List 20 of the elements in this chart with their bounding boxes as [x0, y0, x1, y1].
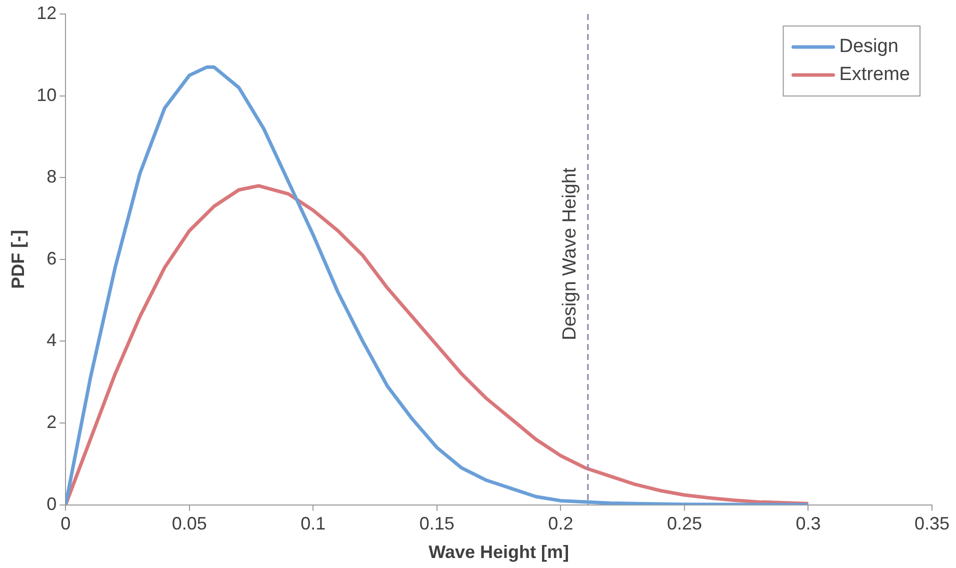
y-tick-label: 10: [36, 84, 57, 105]
y-tick-label: 0: [46, 494, 57, 514]
y-tick-label: 4: [46, 330, 57, 350]
y-tick-label: 12: [36, 2, 57, 23]
y-tick-label: 2: [46, 412, 57, 432]
y-axis-title: PDF [-]: [8, 230, 28, 289]
x-tick-label: 0.05: [172, 514, 207, 534]
ref-line-label: Design Wave Height: [560, 167, 581, 340]
x-tick-label: 0: [60, 514, 71, 534]
x-tick-label: 0.15: [419, 514, 454, 534]
y-tick-label: 8: [46, 166, 57, 187]
x-tick-label: 0.35: [914, 514, 950, 534]
legend-label: Extreme: [839, 64, 910, 86]
legend-label: Design: [839, 36, 898, 58]
y-tick-label: 6: [46, 248, 57, 268]
x-tick-label: 0.1: [300, 514, 326, 534]
x-tick-label: 0.25: [666, 514, 702, 534]
x-tick-label: 0.2: [548, 514, 574, 534]
x-tick-label: 0.3: [796, 514, 821, 534]
x-axis-title: Wave Height [m]: [428, 542, 569, 562]
